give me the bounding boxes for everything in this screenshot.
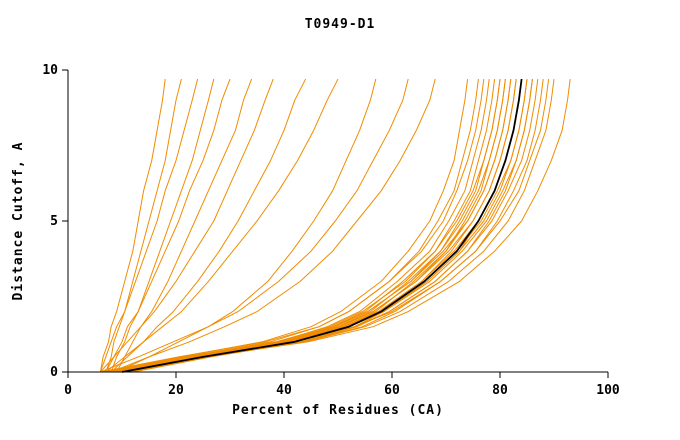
model-curve bbox=[105, 78, 501, 373]
x-axis-label: Percent of Residues (CA) bbox=[232, 403, 444, 418]
model-curve bbox=[116, 78, 490, 373]
model-curve bbox=[116, 78, 377, 373]
x-tick-label: 100 bbox=[596, 383, 620, 398]
model-curve bbox=[116, 78, 253, 373]
model-curve bbox=[105, 78, 231, 373]
model-curve bbox=[111, 78, 479, 373]
axes-layer: 0 20 40 60 80 100 0 5 10 bbox=[42, 63, 620, 398]
model-curve bbox=[99, 78, 199, 373]
model-curve bbox=[132, 78, 506, 373]
model-curve bbox=[105, 78, 182, 373]
model-curve bbox=[110, 78, 215, 373]
chart-title: T0949-D1 bbox=[305, 17, 376, 32]
x-tick-label: 80 bbox=[492, 383, 508, 398]
y-tick-label: 0 bbox=[50, 365, 58, 380]
model-curve bbox=[105, 78, 339, 373]
model-curve bbox=[111, 78, 436, 373]
model-curve bbox=[105, 78, 533, 373]
consensus-curve bbox=[121, 78, 523, 373]
y-axis-label: Distance Cutoff, A bbox=[11, 142, 26, 301]
x-tick-label: 40 bbox=[276, 383, 292, 398]
curves-layer bbox=[99, 78, 571, 373]
x-tick-label: 60 bbox=[384, 383, 400, 398]
model-curve bbox=[100, 78, 409, 373]
model-curve bbox=[100, 78, 485, 373]
y-tick-label: 5 bbox=[50, 214, 58, 229]
x-tick-label: 20 bbox=[168, 383, 184, 398]
model-curve bbox=[111, 78, 571, 373]
model-curve bbox=[100, 78, 274, 373]
y-tick-label: 10 bbox=[42, 63, 58, 78]
x-tick-label: 0 bbox=[64, 383, 72, 398]
model-curve bbox=[99, 78, 166, 373]
